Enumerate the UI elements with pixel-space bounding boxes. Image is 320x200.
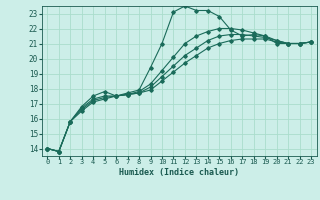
X-axis label: Humidex (Indice chaleur): Humidex (Indice chaleur) — [119, 168, 239, 177]
